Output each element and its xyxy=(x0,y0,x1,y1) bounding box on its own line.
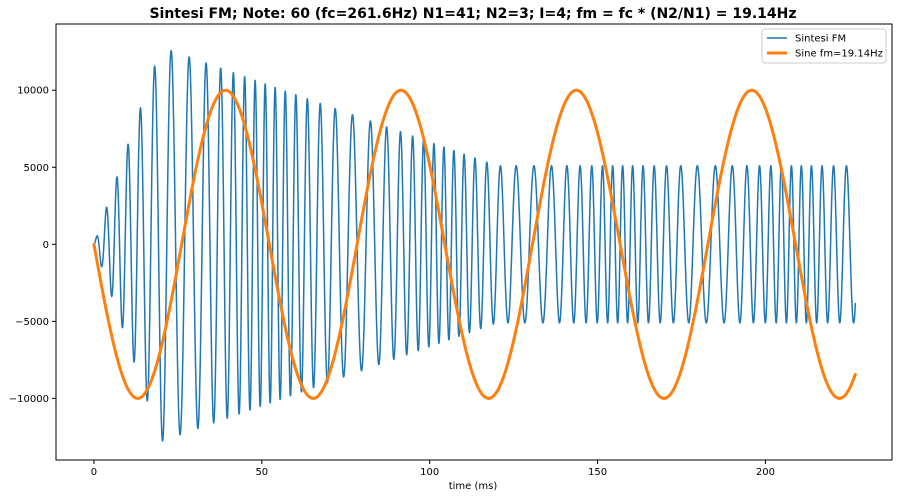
x-axis-label: time (ms) xyxy=(449,481,498,492)
legend: Sintesi FM Sine fm=19.14Hz xyxy=(761,28,887,64)
x-tick-label: 200 xyxy=(756,467,775,478)
y-tick-label: 0 xyxy=(43,240,49,251)
series-line-sintesi-fm xyxy=(93,49,857,442)
plot-frame xyxy=(55,23,893,461)
chart-title: Sintesi FM; Note: 60 (fc=261.6Hz) N1=41;… xyxy=(149,6,796,22)
x-tick-label: 50 xyxy=(255,467,268,478)
x-tick-label: 150 xyxy=(588,467,607,478)
y-tick-label: −10000 xyxy=(9,394,49,405)
y-tick-label: 5000 xyxy=(24,163,49,174)
legend-label-sine: Sine fm=19.14Hz xyxy=(795,49,883,60)
series-line-sine xyxy=(92,88,857,400)
y-tick-label: 10000 xyxy=(17,86,49,97)
x-tick-label: 0 xyxy=(91,467,97,478)
x-tick-label: 100 xyxy=(420,467,439,478)
y-tick-label: −5000 xyxy=(15,317,49,328)
x-axis: 0 50 100 150 200 xyxy=(91,460,775,478)
legend-box xyxy=(761,28,887,64)
series-layer xyxy=(92,49,857,442)
y-axis: −10000 −5000 0 5000 10000 xyxy=(9,86,56,405)
legend-label-sintesi-fm: Sintesi FM xyxy=(795,34,846,45)
